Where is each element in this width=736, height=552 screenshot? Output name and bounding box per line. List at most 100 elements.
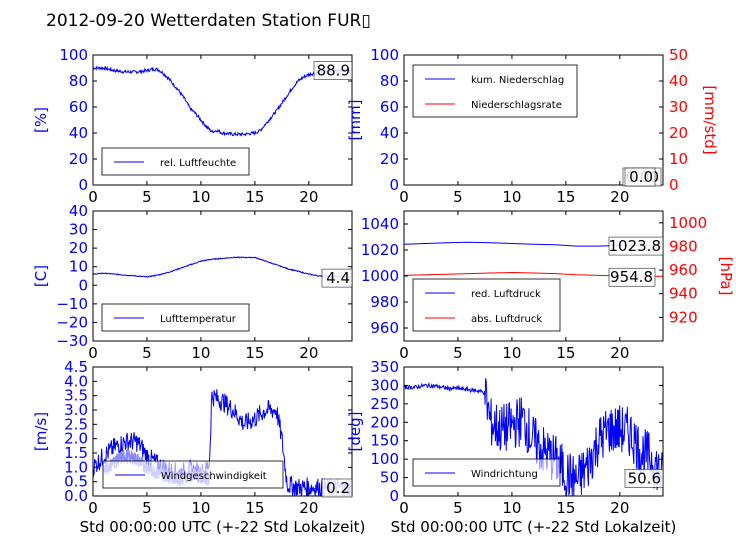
plot-frame (92, 366, 353, 497)
y-tick-label: 960 (370, 319, 399, 337)
y-tick-label: −20 (56, 313, 88, 331)
x-tick-label: 5 (142, 344, 152, 362)
legend: red. Luftdruck abs. Luftdruck (412, 278, 561, 332)
x-tick-label: 10 (502, 499, 521, 517)
y2-tick-label: 20 (669, 124, 688, 142)
x-tick-label: 0 (88, 188, 98, 206)
legend-label: Lufttemperatur (160, 314, 237, 325)
x-tick-label: 15 (245, 188, 264, 206)
panel-p3: 0 5 10 15 20 960 980 1000 1020 1040 920 940 960 980 10… (361, 210, 735, 362)
y-tick-label: 0 (389, 176, 399, 194)
x-tick-label: 5 (453, 344, 463, 362)
legend-label: Niederschlagsrate (471, 100, 562, 111)
y2-axis-label: [hPa] (717, 257, 735, 296)
y-tick-label: 300 (370, 376, 399, 394)
y-tick-label: 100 (370, 450, 399, 468)
y2-tick-label: 980 (669, 237, 698, 255)
x-tick-label: 5 (453, 188, 463, 206)
y2-tick-label: 50 (669, 46, 688, 64)
y2-tick-label: 960 (669, 261, 698, 279)
y2-tick-label: 1000 (669, 214, 707, 232)
series-group (404, 378, 663, 496)
y-tick-label: 1000 (361, 267, 399, 285)
y-tick-label: 0 (389, 487, 399, 505)
y-tick-label: 100 (370, 46, 399, 64)
y-axis-label: [mm] (346, 100, 364, 141)
y-tick-label: 50 (380, 469, 399, 487)
x-tick-label: 0 (88, 344, 98, 362)
annotation-box (313, 61, 353, 80)
series-group (93, 256, 352, 279)
y-tick-label: 250 (370, 395, 399, 413)
annotation-box (608, 236, 664, 256)
x-tick-label: 15 (556, 188, 575, 206)
y-tick-label: 0 (78, 176, 88, 194)
x-tick-label: 15 (556, 499, 575, 517)
y-tick-label: 20 (380, 150, 399, 168)
x-tick-label: 20 (610, 188, 629, 206)
x-tick-label: 10 (191, 499, 210, 517)
legend: Windrichtung (412, 458, 561, 487)
y-tick-label: −30 (56, 332, 88, 350)
y-tick-label: 10 (69, 258, 88, 276)
x-axis-label: Std 00:00:00 UTC (+-22 Std Lokalzeit) (391, 518, 677, 536)
x-tick-label: 20 (299, 499, 318, 517)
y-tick-label: 40 (380, 124, 399, 142)
value-annotation: 0.0 (629, 168, 653, 186)
annotation-box (624, 469, 664, 488)
panel-p1: 0 5 10 15 20 0 20 40 60 80 100 0 10 20 30 40 50 [mm] [mm/s… (346, 46, 719, 206)
y2-tick-label: 920 (669, 308, 698, 326)
legend-label: Windrichtung (471, 469, 538, 480)
y-tick-label: 20 (69, 239, 88, 257)
x-tick-label: 15 (245, 499, 264, 517)
y-tick-label: −10 (56, 295, 88, 313)
legend: rel. Luftfeuchte (101, 147, 250, 176)
y-tick-label: 350 (370, 358, 399, 376)
series-line-0 (93, 65, 352, 137)
y-tick-label: 0.5 (64, 473, 88, 491)
x-tick-label: 20 (299, 188, 318, 206)
y-tick-label: 1040 (361, 215, 399, 233)
y-tick-label: 3.0 (64, 401, 88, 419)
y-tick-label: 3.5 (64, 387, 88, 405)
x-tick-label: 0 (399, 188, 409, 206)
y-axis-label: [m/s] (32, 412, 50, 451)
series-line-0 (404, 378, 663, 496)
y-axis-label: [C] (32, 265, 50, 287)
x-tick-label: 5 (453, 499, 463, 517)
y-tick-label: 60 (380, 98, 399, 116)
x-tick-label: 0 (399, 499, 409, 517)
y-tick-label: 60 (69, 98, 88, 116)
value-annotation: 1023.8 (609, 237, 662, 255)
series-line-0 (93, 256, 352, 279)
legend-label: Windgeschwindigkeit (161, 471, 267, 482)
plot-frame (403, 54, 664, 186)
legend: Lufttemperatur (101, 303, 250, 332)
x-tick-label: 20 (610, 344, 629, 362)
y-tick-label: 0 (78, 276, 88, 294)
legend-label: rel. Luftfeuchte (160, 158, 236, 169)
y-tick-label: 4.5 (64, 358, 88, 376)
x-tick-label: 5 (142, 188, 152, 206)
x-axis-label: Std 00:00:00 UTC (+-22 Std Lokalzeit) (80, 518, 366, 536)
annotation-box (321, 478, 353, 498)
y-tick-label: 80 (380, 72, 399, 90)
annotation-box (608, 267, 656, 287)
legend-box (412, 64, 578, 118)
y2-tick-label: 0 (669, 176, 679, 194)
y2-tick-label: 10 (669, 150, 688, 168)
y-tick-label: 20 (69, 150, 88, 168)
plot-frame (92, 54, 353, 186)
annotation-box (321, 268, 353, 288)
y2-tick-label: 40 (669, 72, 688, 90)
x-tick-label: 10 (191, 344, 210, 362)
y-tick-label: 0.0 (64, 487, 88, 505)
x-tick-label: 10 (502, 344, 521, 362)
annotation-box (624, 167, 656, 187)
y-tick-label: 980 (370, 293, 399, 311)
x-tick-label: 10 (502, 188, 521, 206)
x-tick-label: 15 (245, 344, 264, 362)
legend-box (101, 303, 250, 332)
x-tick-label: 5 (142, 499, 152, 517)
